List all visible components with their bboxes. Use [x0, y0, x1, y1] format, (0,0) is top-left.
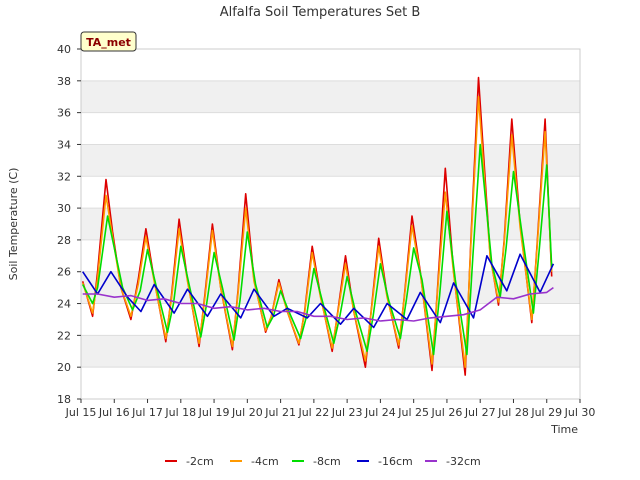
station-badge-box	[80, 31, 137, 52]
x-axis-ticks: Jul 15 Jul 16 Jul 17 Jul 18 Jul 19 Jul 20 Jul …	[65, 399, 596, 419]
x-tick-label: Jul 17	[131, 406, 163, 419]
y-axis-ticks: 18 20 22 24 26 28 30 32 34 36 38 40	[57, 43, 81, 406]
y-tick-label: 28	[57, 234, 71, 247]
x-tick-label: Jul 20	[231, 406, 263, 419]
legend-item: -32cm	[425, 455, 481, 468]
y-axis-label: Soil Temperature (C)	[7, 168, 20, 281]
background-band	[81, 208, 580, 240]
legend-label: -2cm	[186, 455, 214, 468]
x-tick-label: Jul 16	[98, 406, 130, 419]
series-line-minus-8cm	[81, 143, 553, 356]
station-badge: TA_met	[80, 31, 137, 52]
x-tick-label: Jul 21	[264, 406, 296, 419]
legend-item: -2cm	[165, 455, 214, 468]
y-tick-label: 24	[57, 298, 71, 311]
x-tick-label: Jul 18	[164, 406, 196, 419]
series-line-minus-32cm	[82, 286, 554, 322]
x-tick-label: Jul 19	[198, 406, 230, 419]
x-tick-label: Jul 25	[397, 406, 429, 419]
background-band	[81, 144, 580, 177]
y-tick-label: 38	[57, 75, 71, 88]
legend-item: -4cm	[230, 455, 279, 468]
chart-title: Alfalfa Soil Temperatures Set B	[220, 5, 421, 20]
y-tick-label: 20	[57, 361, 71, 374]
series-line-minus-16cm	[82, 253, 555, 329]
legend-label: -4cm	[251, 455, 279, 468]
station-badge-label: TA_met	[86, 36, 131, 49]
y-tick-label: 18	[57, 393, 71, 406]
y-tick-label: 36	[57, 107, 71, 120]
legend: -2cm -4cm -8cm -16cm -32cm	[165, 455, 481, 468]
x-tick-label: Jul 23	[331, 406, 363, 419]
y-tick-label: 40	[57, 43, 71, 56]
y-tick-label: 32	[57, 170, 71, 183]
x-tick-label: Jul 30	[564, 406, 596, 419]
x-tick-label: Jul 15	[65, 406, 97, 419]
x-tick-label: Jul 28	[497, 406, 529, 419]
y-tick-label: 30	[57, 202, 71, 215]
plot-frame	[80, 48, 581, 400]
x-tick-label: Jul 24	[364, 406, 396, 419]
legend-item: -8cm	[292, 455, 341, 468]
x-tick-label: Jul 27	[464, 406, 496, 419]
legend-label: -32cm	[446, 455, 481, 468]
y-tick-label: 22	[57, 329, 71, 342]
legend-item: -16cm	[357, 455, 413, 468]
y-tick-label: 34	[57, 138, 71, 151]
legend-label: -16cm	[378, 455, 413, 468]
plot-background-bands	[81, 80, 580, 368]
series-lines	[81, 76, 555, 376]
legend-label: -8cm	[313, 455, 341, 468]
x-tick-label: Jul 26	[431, 406, 463, 419]
background-band	[81, 80, 580, 113]
x-tick-label: Jul 22	[297, 406, 329, 419]
y-tick-label: 26	[57, 266, 71, 279]
x-tick-label: Jul 29	[530, 406, 562, 419]
x-axis-label: Time	[550, 423, 578, 436]
